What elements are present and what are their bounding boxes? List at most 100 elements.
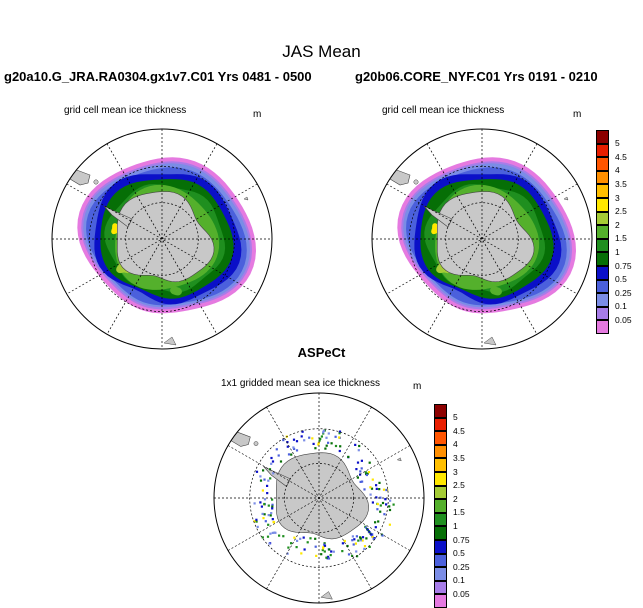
meridian-line bbox=[386, 183, 578, 295]
colorbar-swatch bbox=[596, 184, 609, 198]
obs-point bbox=[357, 449, 360, 452]
latitude-circle bbox=[249, 428, 389, 568]
obs-point bbox=[361, 480, 364, 483]
figure-title: JAS Mean bbox=[282, 42, 361, 61]
colorbar-label: 3 bbox=[453, 466, 458, 477]
panel-right-unit: m bbox=[573, 109, 582, 120]
obs-point bbox=[312, 442, 315, 445]
colorbar-swatch bbox=[434, 472, 447, 486]
obs-point bbox=[363, 488, 366, 491]
obs-point bbox=[292, 438, 296, 441]
colorbar-swatch bbox=[596, 293, 609, 307]
obs-point bbox=[347, 553, 351, 556]
obs-point bbox=[366, 528, 369, 531]
new-zealand-land bbox=[163, 336, 177, 346]
obs-point bbox=[267, 514, 270, 517]
obs-point bbox=[262, 469, 265, 472]
obs-point bbox=[382, 488, 386, 491]
obs-point bbox=[320, 553, 323, 556]
colorbar-label: 1.5 bbox=[453, 507, 465, 518]
obs-point bbox=[282, 439, 285, 442]
obs-point bbox=[271, 505, 274, 508]
obs-point bbox=[377, 520, 380, 523]
colorbar-label: 0.05 bbox=[453, 588, 470, 599]
obs-point bbox=[300, 552, 303, 555]
obs-point bbox=[309, 537, 312, 540]
obs-point bbox=[287, 546, 290, 549]
obs-point bbox=[356, 461, 360, 464]
colorbar-swatch bbox=[596, 198, 609, 212]
obs-point bbox=[323, 543, 326, 546]
obs-point bbox=[290, 453, 293, 456]
obs-point bbox=[323, 542, 326, 545]
obs-point bbox=[355, 535, 358, 538]
obs-point bbox=[286, 445, 289, 448]
obs-point bbox=[303, 439, 306, 442]
ice-patch bbox=[170, 286, 182, 296]
colorbar-swatch bbox=[434, 417, 447, 432]
colorbar-label: 0.25 bbox=[453, 561, 470, 572]
obs-point bbox=[275, 448, 278, 451]
colorbar-label: 2 bbox=[453, 493, 458, 504]
colorbar-swatch bbox=[596, 238, 609, 253]
obs-point bbox=[363, 545, 367, 548]
obs-point bbox=[318, 439, 321, 442]
obs-point bbox=[369, 486, 372, 489]
obs-point bbox=[379, 504, 382, 507]
colorbar-label: 4 bbox=[453, 439, 458, 450]
obs-point bbox=[343, 539, 346, 543]
obs-point bbox=[367, 471, 371, 474]
obs-point bbox=[263, 502, 266, 506]
obs-point bbox=[269, 477, 272, 480]
falklands-land bbox=[93, 179, 99, 185]
obs-point bbox=[352, 543, 355, 546]
colorbar-swatch bbox=[434, 485, 447, 500]
obs-point bbox=[363, 547, 366, 550]
colorbar-swatch bbox=[596, 279, 609, 294]
obs-point bbox=[330, 442, 333, 445]
obs-point bbox=[270, 462, 273, 465]
obs-point bbox=[325, 444, 328, 447]
obs-point bbox=[372, 537, 375, 540]
obs-point bbox=[260, 505, 263, 508]
obs-point bbox=[364, 526, 368, 529]
obs-point bbox=[354, 443, 357, 446]
obs-point bbox=[370, 533, 373, 536]
obs-point bbox=[359, 470, 362, 473]
obs-point bbox=[259, 479, 263, 482]
obs-point bbox=[325, 436, 328, 439]
panel-left-heading: g20a10.G_JRA.RA0304.gx1v7.C01 Yrs 0481 -… bbox=[4, 69, 312, 84]
obs-point bbox=[353, 538, 356, 541]
obs-point bbox=[271, 507, 274, 510]
obs-point bbox=[334, 435, 337, 438]
obs-point bbox=[357, 539, 360, 542]
colorbar-swatch bbox=[434, 567, 447, 581]
latitude-circle bbox=[283, 462, 355, 534]
obs-point bbox=[379, 496, 382, 499]
obs-point bbox=[267, 523, 270, 526]
obs-point bbox=[272, 521, 276, 524]
obs-point bbox=[261, 512, 264, 515]
obs-point bbox=[351, 554, 354, 557]
obs-point bbox=[358, 444, 361, 448]
kerguelen-land bbox=[563, 196, 569, 201]
antarctic-peninsula bbox=[103, 205, 133, 228]
obs-point bbox=[293, 447, 296, 450]
obs-point bbox=[361, 536, 365, 539]
obs-point bbox=[296, 539, 299, 542]
panel-left-subtitle: grid cell mean ice thickness bbox=[64, 105, 187, 116]
observation-title: ASPeCt bbox=[297, 345, 346, 360]
obs-point bbox=[259, 501, 262, 504]
obs-point bbox=[255, 520, 258, 523]
obs-point bbox=[368, 531, 371, 534]
obs-point bbox=[286, 552, 289, 555]
obs-point bbox=[388, 508, 392, 512]
obs-point bbox=[338, 436, 341, 439]
obs-point bbox=[375, 487, 378, 490]
obs-point bbox=[267, 479, 270, 482]
panel-right-heading: g20b06.CORE_NYF.C01 Yrs 0191 - 0210 bbox=[355, 69, 598, 84]
colorbar-label: 3.5 bbox=[453, 452, 465, 463]
colorbar-swatch bbox=[596, 157, 609, 171]
new-zealand-land bbox=[320, 591, 333, 600]
obs-point bbox=[299, 537, 302, 540]
